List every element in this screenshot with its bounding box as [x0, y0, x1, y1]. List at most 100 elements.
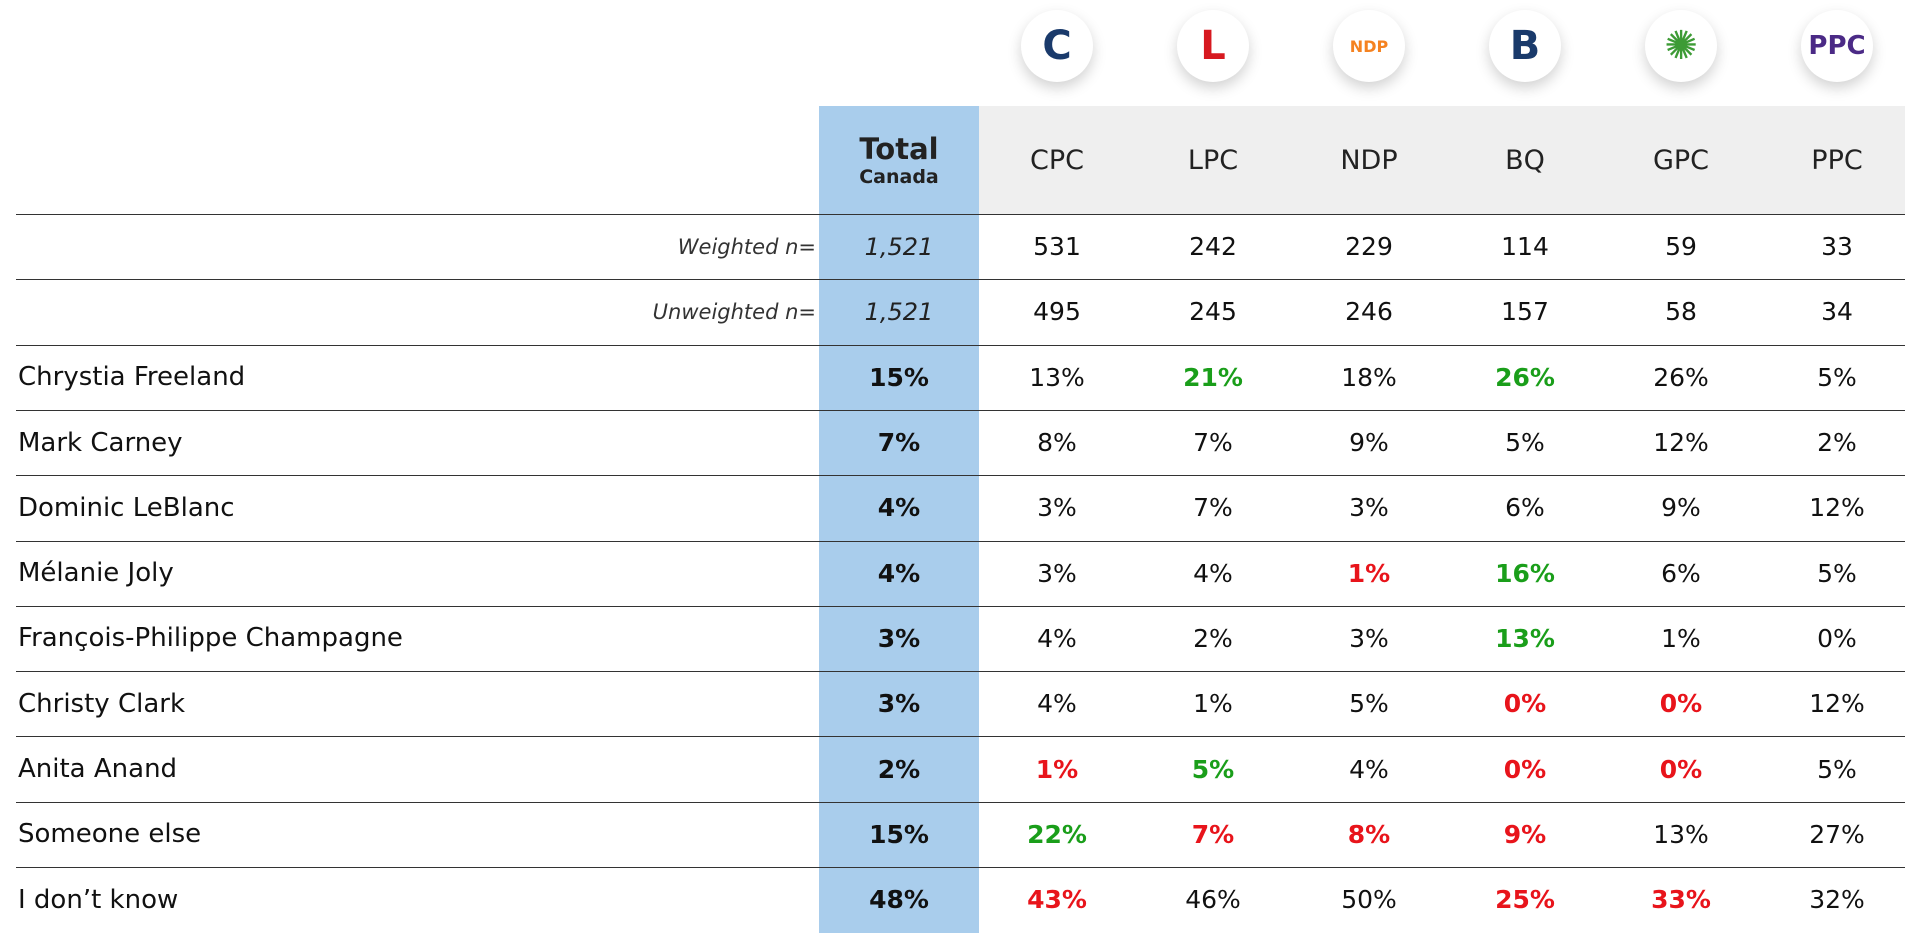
- data-cell: 22%: [1027, 819, 1087, 849]
- data-cell: 16%: [1495, 558, 1555, 588]
- total-subtitle: Canada: [859, 166, 939, 188]
- data-cell: 2%: [1817, 428, 1857, 458]
- data-cell: 5%: [1817, 754, 1857, 784]
- row-divider: [16, 801, 1905, 803]
- data-cell: 12%: [1809, 689, 1865, 719]
- row-label: Someone else: [18, 819, 202, 850]
- row-total: 48%: [869, 885, 929, 915]
- party-logo: C: [1021, 10, 1093, 82]
- total-header: Total Canada: [819, 106, 979, 214]
- row-label: I don’t know: [18, 884, 179, 915]
- row-divider: [16, 279, 1905, 281]
- data-cell: 0%: [1659, 689, 1703, 719]
- sample-total: 1,521: [864, 232, 934, 261]
- row-total: 15%: [869, 819, 929, 849]
- data-cell: 531: [1033, 232, 1081, 262]
- data-cell: 5%: [1191, 754, 1235, 784]
- row-divider: [16, 214, 1905, 215]
- data-cell: 32%: [1809, 885, 1865, 915]
- data-cell: 1%: [1035, 754, 1079, 784]
- column-header: CPC: [1030, 144, 1084, 176]
- row-divider: [16, 344, 1905, 346]
- row-total: 15%: [869, 362, 929, 392]
- column-header: LPC: [1187, 144, 1239, 176]
- party-logo: B: [1489, 10, 1561, 82]
- data-cell: 59: [1665, 232, 1697, 262]
- data-cell: 12%: [1809, 493, 1865, 523]
- row-divider: [16, 867, 1905, 868]
- total-column: [819, 106, 979, 933]
- row-divider: [16, 736, 1905, 738]
- data-cell: 58: [1665, 297, 1697, 327]
- data-cell: 5%: [1349, 689, 1389, 719]
- total-title: Total: [859, 132, 939, 166]
- sample-total: 1,521: [864, 297, 934, 326]
- data-cell: 1%: [1193, 689, 1233, 719]
- data-cell: 6%: [1505, 493, 1545, 523]
- data-cell: 495: [1033, 297, 1081, 327]
- data-cell: 4%: [1193, 558, 1233, 588]
- sample-label: Unweighted n=: [652, 299, 816, 324]
- data-cell: 26%: [1495, 362, 1555, 392]
- data-cell: 9%: [1661, 493, 1701, 523]
- data-cell: 34: [1821, 297, 1853, 327]
- data-cell: 3%: [1037, 558, 1077, 588]
- data-cell: 5%: [1505, 428, 1545, 458]
- data-cell: 13%: [1495, 623, 1555, 653]
- data-cell: 8%: [1037, 428, 1077, 458]
- data-cell: 1%: [1661, 623, 1701, 653]
- data-cell: 18%: [1341, 362, 1397, 392]
- party-logo: ✺: [1645, 10, 1717, 82]
- data-cell: 157: [1501, 297, 1549, 327]
- data-cell: 9%: [1503, 819, 1547, 849]
- party-logo: NDP: [1333, 10, 1405, 82]
- data-cell: 33: [1821, 232, 1853, 262]
- row-total: 2%: [877, 754, 921, 784]
- row-label: Chrystia Freeland: [18, 362, 246, 393]
- data-cell: 25%: [1495, 885, 1555, 915]
- row-divider: [16, 475, 1905, 477]
- data-cell: 9%: [1349, 428, 1389, 458]
- data-cell: 242: [1189, 232, 1237, 262]
- data-cell: 7%: [1191, 819, 1235, 849]
- row-label: François-Philippe Champagne: [18, 623, 403, 654]
- data-cell: 5%: [1817, 362, 1857, 392]
- column-header: GPC: [1652, 144, 1710, 176]
- sample-label: Weighted n=: [677, 234, 816, 259]
- column-header: BQ: [1505, 144, 1545, 176]
- row-total: 7%: [877, 428, 921, 458]
- data-cell: 2%: [1193, 623, 1233, 653]
- data-cell: 0%: [1503, 754, 1547, 784]
- data-cell: 33%: [1651, 885, 1711, 915]
- row-total: 3%: [877, 689, 921, 719]
- data-cell: 43%: [1027, 885, 1087, 915]
- row-label: Christy Clark: [18, 688, 185, 719]
- data-cell: 27%: [1809, 819, 1865, 849]
- row-total: 4%: [877, 558, 921, 588]
- data-cell: 4%: [1037, 689, 1077, 719]
- row-label: Dominic LeBlanc: [18, 492, 235, 523]
- row-label: Mélanie Joly: [18, 558, 174, 589]
- row-total: 3%: [877, 623, 921, 653]
- data-cell: 4%: [1349, 754, 1389, 784]
- data-cell: 3%: [1349, 623, 1389, 653]
- row-total: 4%: [877, 493, 921, 523]
- data-cell: 26%: [1653, 362, 1709, 392]
- column-header: NDP: [1340, 144, 1398, 176]
- data-cell: 50%: [1341, 885, 1397, 915]
- data-cell: 7%: [1193, 493, 1233, 523]
- data-cell: 246: [1345, 297, 1393, 327]
- data-cell: 0%: [1817, 623, 1857, 653]
- data-cell: 5%: [1817, 558, 1857, 588]
- data-cell: 8%: [1347, 819, 1391, 849]
- party-logo: PPC: [1801, 10, 1873, 82]
- data-cell: 3%: [1349, 493, 1389, 523]
- data-cell: 21%: [1183, 362, 1243, 392]
- row-divider: [16, 540, 1905, 542]
- data-cell: 229: [1345, 232, 1393, 262]
- row-label: Mark Carney: [18, 427, 183, 458]
- row-divider: [16, 671, 1905, 673]
- data-cell: 4%: [1037, 623, 1077, 653]
- row-divider: [16, 409, 1905, 411]
